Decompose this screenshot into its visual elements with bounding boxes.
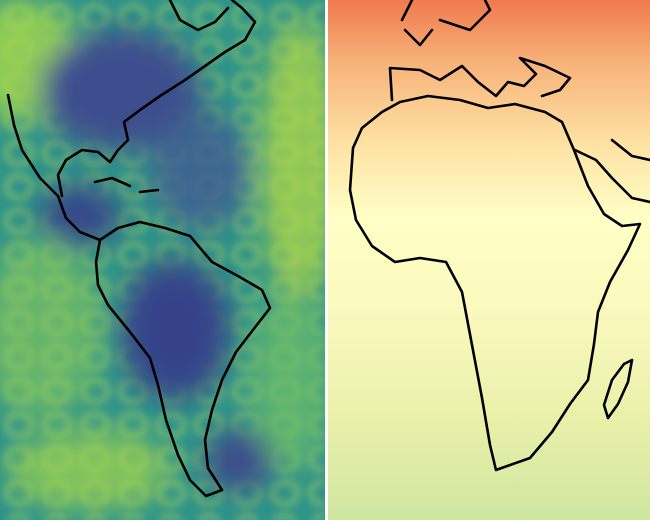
europe-coast <box>388 0 572 102</box>
madagascar-coast <box>602 358 634 420</box>
caribbean-islands <box>93 176 160 194</box>
caribbean-north <box>168 0 230 32</box>
south-america-coast <box>94 220 272 498</box>
left-panel <box>0 0 325 520</box>
arabia-coast <box>573 138 650 204</box>
africa-coast <box>348 94 642 472</box>
africa-europe-coastline <box>348 0 650 472</box>
right-panel <box>328 0 650 520</box>
panel-divider <box>325 0 328 520</box>
americas-coastline <box>6 0 272 498</box>
north-america-coast <box>6 0 257 242</box>
field-blobs <box>0 0 325 510</box>
